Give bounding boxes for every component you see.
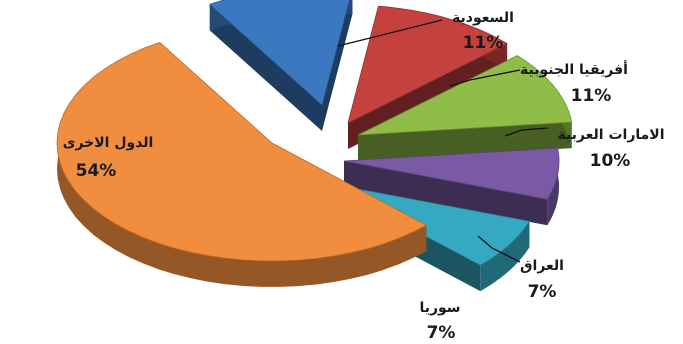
- slice-value-south-africa: 11%: [571, 86, 612, 106]
- leader-lines: [337, 19, 549, 263]
- leader-line-iraq: [477, 235, 521, 263]
- slice-label-iraq: العراق: [520, 258, 564, 274]
- slice-label-others: الدول الاخرى: [63, 135, 154, 151]
- pie-slice-wall: [322, 0, 353, 131]
- slice-value-iraq: 7%: [528, 282, 557, 302]
- leader-line-saudi: [337, 19, 443, 47]
- pie-slice-wall: [209, 4, 322, 132]
- pie-slice-top: [343, 147, 560, 200]
- pie-slice-saudi: [209, 0, 353, 132]
- pie-slice-iraq: [343, 147, 560, 226]
- pie-slice-top: [56, 41, 428, 262]
- pie-slice-others: [56, 41, 428, 287]
- pie-slice-top: [347, 5, 508, 124]
- slice-value-syria: 7%: [427, 323, 456, 343]
- pie-slice-top: [209, 0, 350, 106]
- slice-label-uae: الامارات العربية: [557, 127, 664, 143]
- slice-value-others: 54%: [76, 161, 117, 181]
- slice-value-uae: 10%: [590, 151, 631, 171]
- pie-slice-side: [547, 148, 559, 226]
- pie-slice-side: [480, 221, 530, 292]
- leader-line-south-africa: [449, 69, 521, 87]
- pie-slice-wall: [344, 161, 548, 226]
- slice-label-saudi: السعودية: [452, 10, 514, 26]
- pie-slice-side: [57, 42, 427, 287]
- pie-slice-top: [357, 55, 573, 136]
- leader-line-uae: [504, 127, 549, 137]
- slice-label-syria: سوريا: [419, 300, 460, 316]
- slice-label-south-africa: أفريقيا الجنوبية: [520, 60, 628, 78]
- slice-value-saudi: 11%: [463, 33, 504, 53]
